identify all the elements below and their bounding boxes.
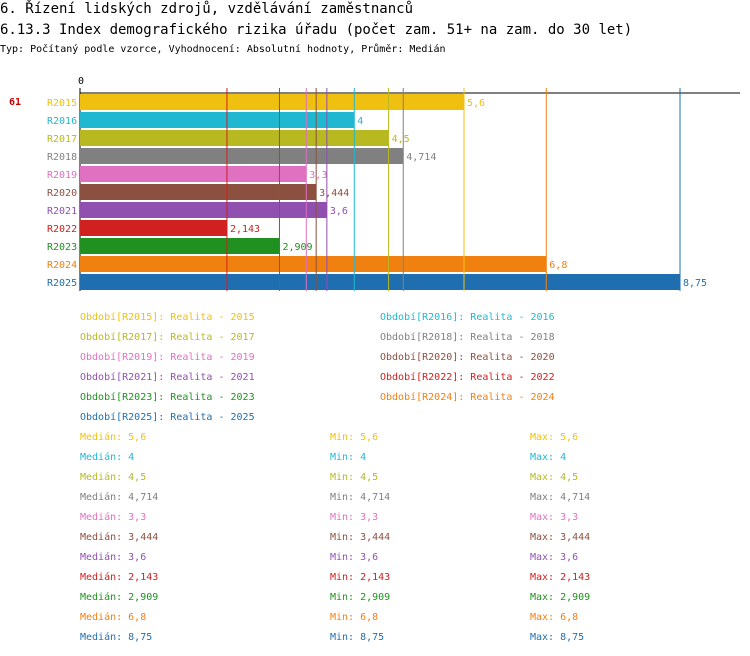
value-label: 2,909 [282, 242, 312, 253]
value-label: 6,8 [549, 260, 567, 271]
category-label: R2019 [47, 170, 77, 181]
legend-item: Období[R2015]: Realita - 2015 [80, 312, 255, 323]
value-label: 5,6 [467, 98, 485, 109]
max-value: Max: 4,714 [530, 492, 591, 503]
category-label: R2023 [47, 242, 77, 253]
median-value: Medián: 3,3 [80, 512, 147, 523]
max-value: Max: 3,444 [530, 532, 591, 543]
median-value: Medián: 2,909 [80, 592, 159, 603]
value-label: 8,75 [683, 278, 707, 289]
legend-item: Období[R2020]: Realita - 2020 [380, 352, 555, 363]
value-label: 3,444 [319, 188, 349, 199]
max-value: Max: 2,909 [530, 592, 591, 603]
median-value: Medián: 4 [80, 452, 135, 463]
max-value: Max: 4 [530, 452, 567, 463]
min-value: Min: 8,75 [330, 632, 385, 643]
median-value: Medián: 3,444 [80, 532, 159, 543]
median-value: Medián: 2,143 [80, 572, 159, 583]
legend-item: Období[R2017]: Realita - 2017 [80, 332, 255, 343]
min-value: Min: 3,3 [330, 512, 379, 523]
median-value: Medián: 5,6 [80, 432, 147, 443]
category-label: R2025 [47, 278, 77, 289]
legend-item: Období[R2022]: Realita - 2022 [380, 372, 555, 383]
bar-r2015 [80, 94, 464, 110]
median-value: Medián: 3,6 [80, 552, 147, 563]
max-value: Max: 3,3 [530, 512, 579, 523]
max-value: Max: 2,143 [530, 572, 591, 583]
min-value: Min: 4,714 [330, 492, 391, 503]
bar-r2020 [80, 184, 317, 200]
max-value: Max: 5,6 [530, 432, 579, 443]
median-value: Medián: 4,5 [80, 472, 147, 483]
legend-item: Období[R2021]: Realita - 2021 [80, 372, 255, 383]
value-label: 2,143 [230, 224, 260, 235]
legend-item: Období[R2016]: Realita - 2016 [380, 312, 555, 323]
value-label: 4,714 [406, 152, 436, 163]
category-label: R2016 [47, 116, 77, 127]
category-label: R2022 [47, 224, 77, 235]
chart-type-info: Typ: Počítaný podle vzorce, Vyhodnocení:… [0, 44, 446, 55]
bar-r2021 [80, 202, 327, 218]
min-value: Min: 3,6 [330, 552, 379, 563]
min-value: Min: 5,6 [330, 432, 379, 443]
median-value: Medián: 8,75 [80, 632, 153, 643]
bar-r2025 [80, 274, 680, 290]
category-label: R2017 [47, 134, 77, 145]
max-value: Max: 8,75 [530, 632, 585, 643]
legend-item: Období[R2023]: Realita - 2023 [80, 392, 255, 403]
median-value: Medián: 6,8 [80, 612, 147, 623]
bar-r2019 [80, 166, 307, 182]
bar-r2018 [80, 148, 404, 164]
category-label: R2020 [47, 188, 77, 199]
legend-item: Období[R2018]: Realita - 2018 [380, 332, 555, 343]
max-value: Max: 4,5 [530, 472, 579, 483]
min-value: Min: 4 [330, 452, 367, 463]
legend-item: Období[R2025]: Realita - 2025 [80, 412, 255, 423]
category-label: R2018 [47, 152, 77, 163]
min-value: Min: 2,143 [330, 572, 391, 583]
max-value: Max: 6,8 [530, 612, 579, 623]
bar-r2024 [80, 256, 547, 272]
chart-title: 6.13.3 Index demografického rizika úřadu… [0, 22, 633, 38]
bar-chart: 0 61 R2015 5,6 R2016 4 R2017 4,5 R2018 4,714 R2019… [9, 76, 740, 291]
median-value: Medián: 4,714 [80, 492, 159, 503]
legend-item: Období[R2019]: Realita - 2019 [80, 352, 255, 363]
min-value: Min: 6,8 [330, 612, 379, 623]
bar-r2017 [80, 130, 389, 146]
category-label: R2015 [47, 98, 77, 109]
rank-label: 61 [9, 97, 21, 108]
value-label: 3,6 [330, 206, 348, 217]
page-title: 6. Řízení lidských zdrojů, vzdělávání za… [0, 1, 414, 17]
min-value: Min: 3,444 [330, 532, 391, 543]
bar-r2022 [80, 220, 227, 236]
value-label: 3,3 [309, 170, 327, 181]
axis-zero-label: 0 [78, 76, 84, 87]
category-label: R2021 [47, 206, 77, 217]
min-value: Min: 4,5 [330, 472, 379, 483]
value-label: 4 [357, 116, 363, 127]
value-label: 4,5 [392, 134, 410, 145]
category-label: R2024 [47, 260, 77, 271]
min-value: Min: 2,909 [330, 592, 391, 603]
max-value: Max: 3,6 [530, 552, 579, 563]
legend-item: Období[R2024]: Realita - 2024 [380, 392, 555, 403]
bar-r2016 [80, 112, 355, 128]
bar-r2023 [80, 238, 280, 254]
